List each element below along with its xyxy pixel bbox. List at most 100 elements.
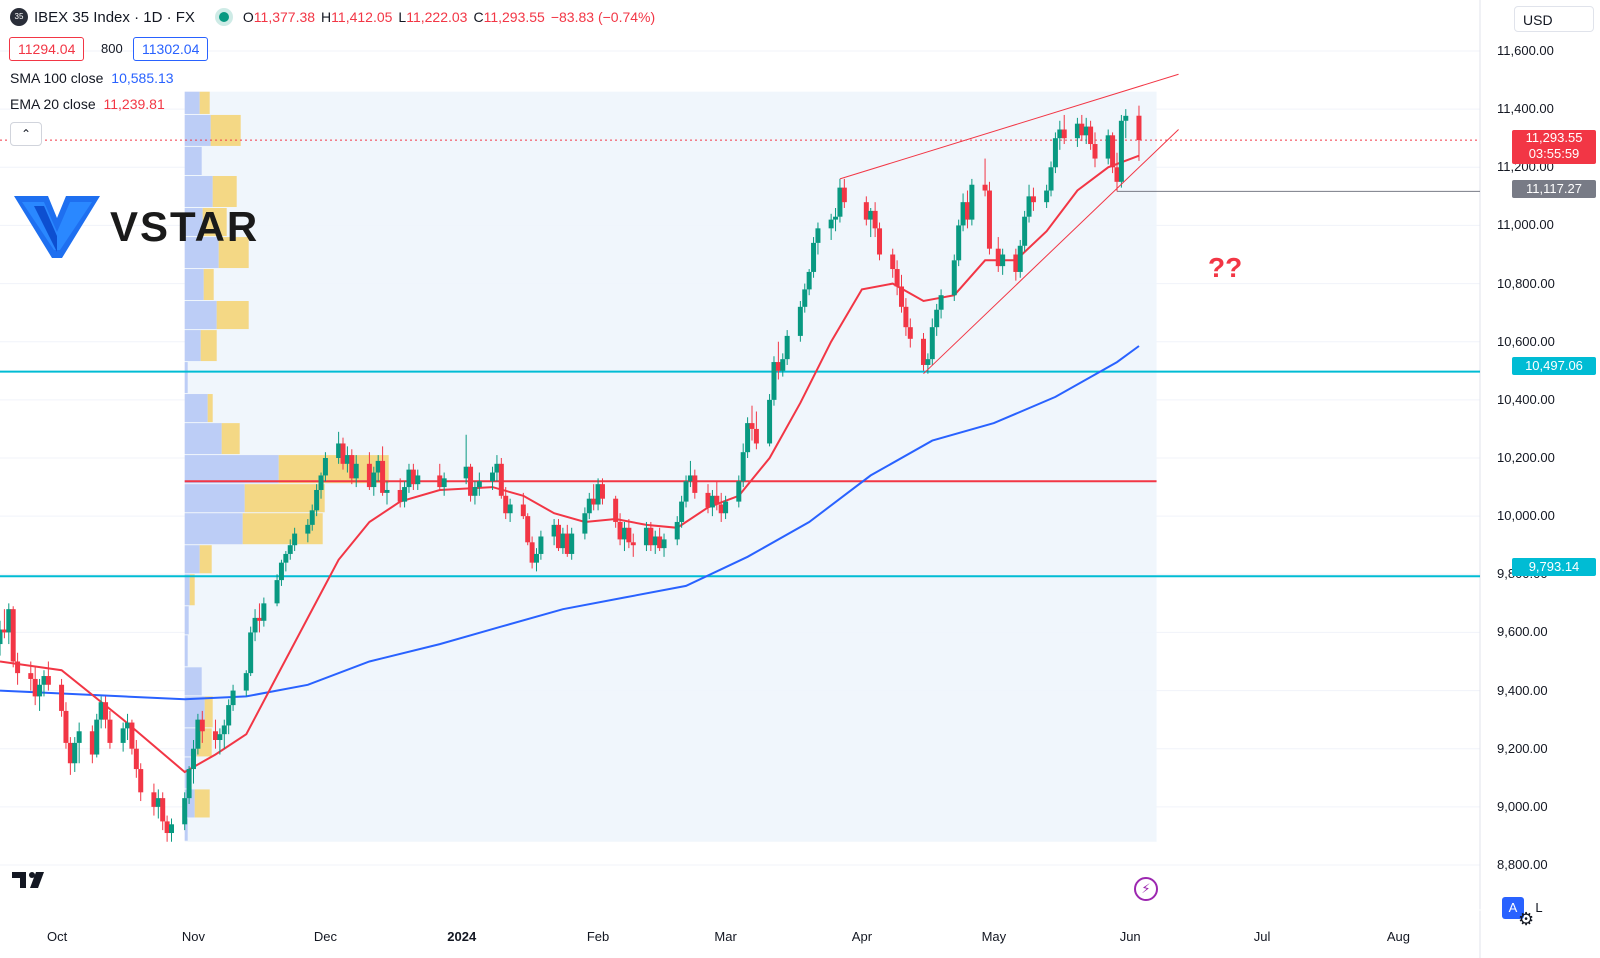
vstar-logo-text: VSTAR (110, 203, 260, 250)
volume-profile-up-bar (184, 545, 200, 574)
volume-profile-down-bar (199, 91, 210, 114)
candle-down (498, 463, 504, 496)
candle-down (138, 769, 144, 793)
change-value: −83.83 (−0.74%) (550, 9, 656, 25)
candle-up (1118, 120, 1124, 182)
candle-up (929, 327, 935, 360)
candle-up (595, 484, 601, 505)
candle-up (956, 225, 962, 261)
high-label: H (321, 9, 332, 25)
close-label: C (473, 9, 484, 25)
candle-down (89, 731, 95, 755)
candle-down (907, 327, 913, 339)
candle-down (863, 202, 869, 220)
time-tick-label: Dec (313, 929, 337, 944)
collapse-legend-button[interactable]: ⌃ (10, 122, 42, 146)
volume-profile-down-bar (218, 237, 249, 269)
volume-profile-up-bar (184, 237, 219, 269)
candle-up (221, 725, 227, 735)
candle-up (507, 504, 513, 514)
ema-legend[interactable]: EMA 20 close 11,239.81 (10, 96, 165, 112)
price-tick-label: 11,600.00 (1497, 43, 1554, 58)
candle-down (613, 498, 619, 522)
volume-profile-up-bar (184, 394, 208, 423)
upper-support-tag: 10,497.06 (1512, 357, 1596, 375)
open-label: O (242, 9, 254, 25)
candle-up (802, 289, 808, 307)
volume-profile-up-bar (184, 635, 188, 667)
time-tick-label: Feb (586, 929, 610, 944)
bid-button[interactable]: 11294.04 (9, 37, 85, 61)
price-tick-label: 10,200.00 (1497, 450, 1555, 465)
candle-up (72, 742, 78, 764)
last-price-value: 11,293.55 (1525, 130, 1583, 145)
candle-up (195, 719, 201, 749)
candle-up (1000, 254, 1006, 267)
candle-up (384, 489, 390, 493)
candle-down (995, 248, 1001, 267)
tradingview-logo[interactable] (12, 870, 48, 895)
candle-up (490, 472, 496, 482)
candle-up (969, 184, 975, 220)
volume-profile-down-bar (207, 394, 213, 423)
candle-down (59, 684, 65, 711)
candle-up (621, 527, 627, 540)
sma-legend[interactable]: SMA 100 close 10,585.13 (10, 70, 174, 86)
candle-down (32, 678, 38, 697)
time-tick-label: 2024 (447, 929, 477, 944)
volume-profile-up-bar (184, 362, 188, 394)
volume-profile-up-bar (184, 513, 243, 545)
candle-down (1079, 123, 1085, 136)
candle-up (278, 562, 284, 581)
candle-up (94, 719, 100, 755)
candle-down (1092, 144, 1098, 159)
lightning-icon[interactable]: ⚡ (1134, 877, 1158, 901)
candle-down (599, 484, 605, 499)
ask-button[interactable]: 11302.04 (133, 37, 209, 61)
candle-down (899, 286, 905, 307)
candle-down (397, 489, 403, 502)
candle-down (714, 495, 720, 505)
time-tick-label: May (981, 929, 1007, 944)
volume-profile-down-bar (202, 207, 227, 237)
candle-down (657, 536, 663, 549)
candle-down (692, 475, 698, 493)
candle-up (1083, 126, 1089, 136)
candle-up (217, 734, 223, 740)
settings-gear-icon[interactable]: ⚙ (1518, 909, 1535, 929)
volume-profile-up-bar (184, 301, 217, 330)
currency-select[interactable]: USD (1514, 6, 1594, 32)
volume-profile-down-bar (199, 545, 212, 574)
candle-down (340, 443, 346, 464)
candle-up (353, 463, 359, 479)
vstar-logo: VSTAR (14, 196, 259, 258)
candle-down (617, 521, 623, 540)
symbol-badge[interactable]: 35 (10, 8, 28, 26)
candle-up (837, 187, 843, 217)
symbol-title[interactable]: IBEX 35 Index · 1D · FX (34, 8, 195, 26)
candle-down (982, 184, 988, 191)
candle-up (784, 335, 790, 360)
candle-up (868, 210, 874, 220)
candle-up (582, 513, 588, 534)
volume-profile-up-bar (184, 696, 205, 728)
candle-up (41, 676, 47, 685)
volume-profile-up-bar (184, 606, 189, 635)
candle-up (472, 487, 478, 496)
candle-up (736, 481, 742, 502)
auto-scale-button[interactable]: A (1502, 897, 1524, 919)
candle-up (661, 539, 667, 549)
candle-down (63, 710, 69, 743)
candle-up (1057, 129, 1063, 139)
candle-up (0, 629, 3, 645)
candle-up (745, 423, 751, 453)
candle-down (160, 798, 166, 822)
candle-down (437, 475, 443, 488)
candle-up (938, 295, 944, 310)
price-tick-label: 10,000.00 (1497, 508, 1555, 524)
candle-up (811, 242, 817, 272)
log-scale-button[interactable]: L (1535, 900, 1543, 915)
candle-up (828, 219, 834, 229)
candle-down (626, 527, 632, 543)
